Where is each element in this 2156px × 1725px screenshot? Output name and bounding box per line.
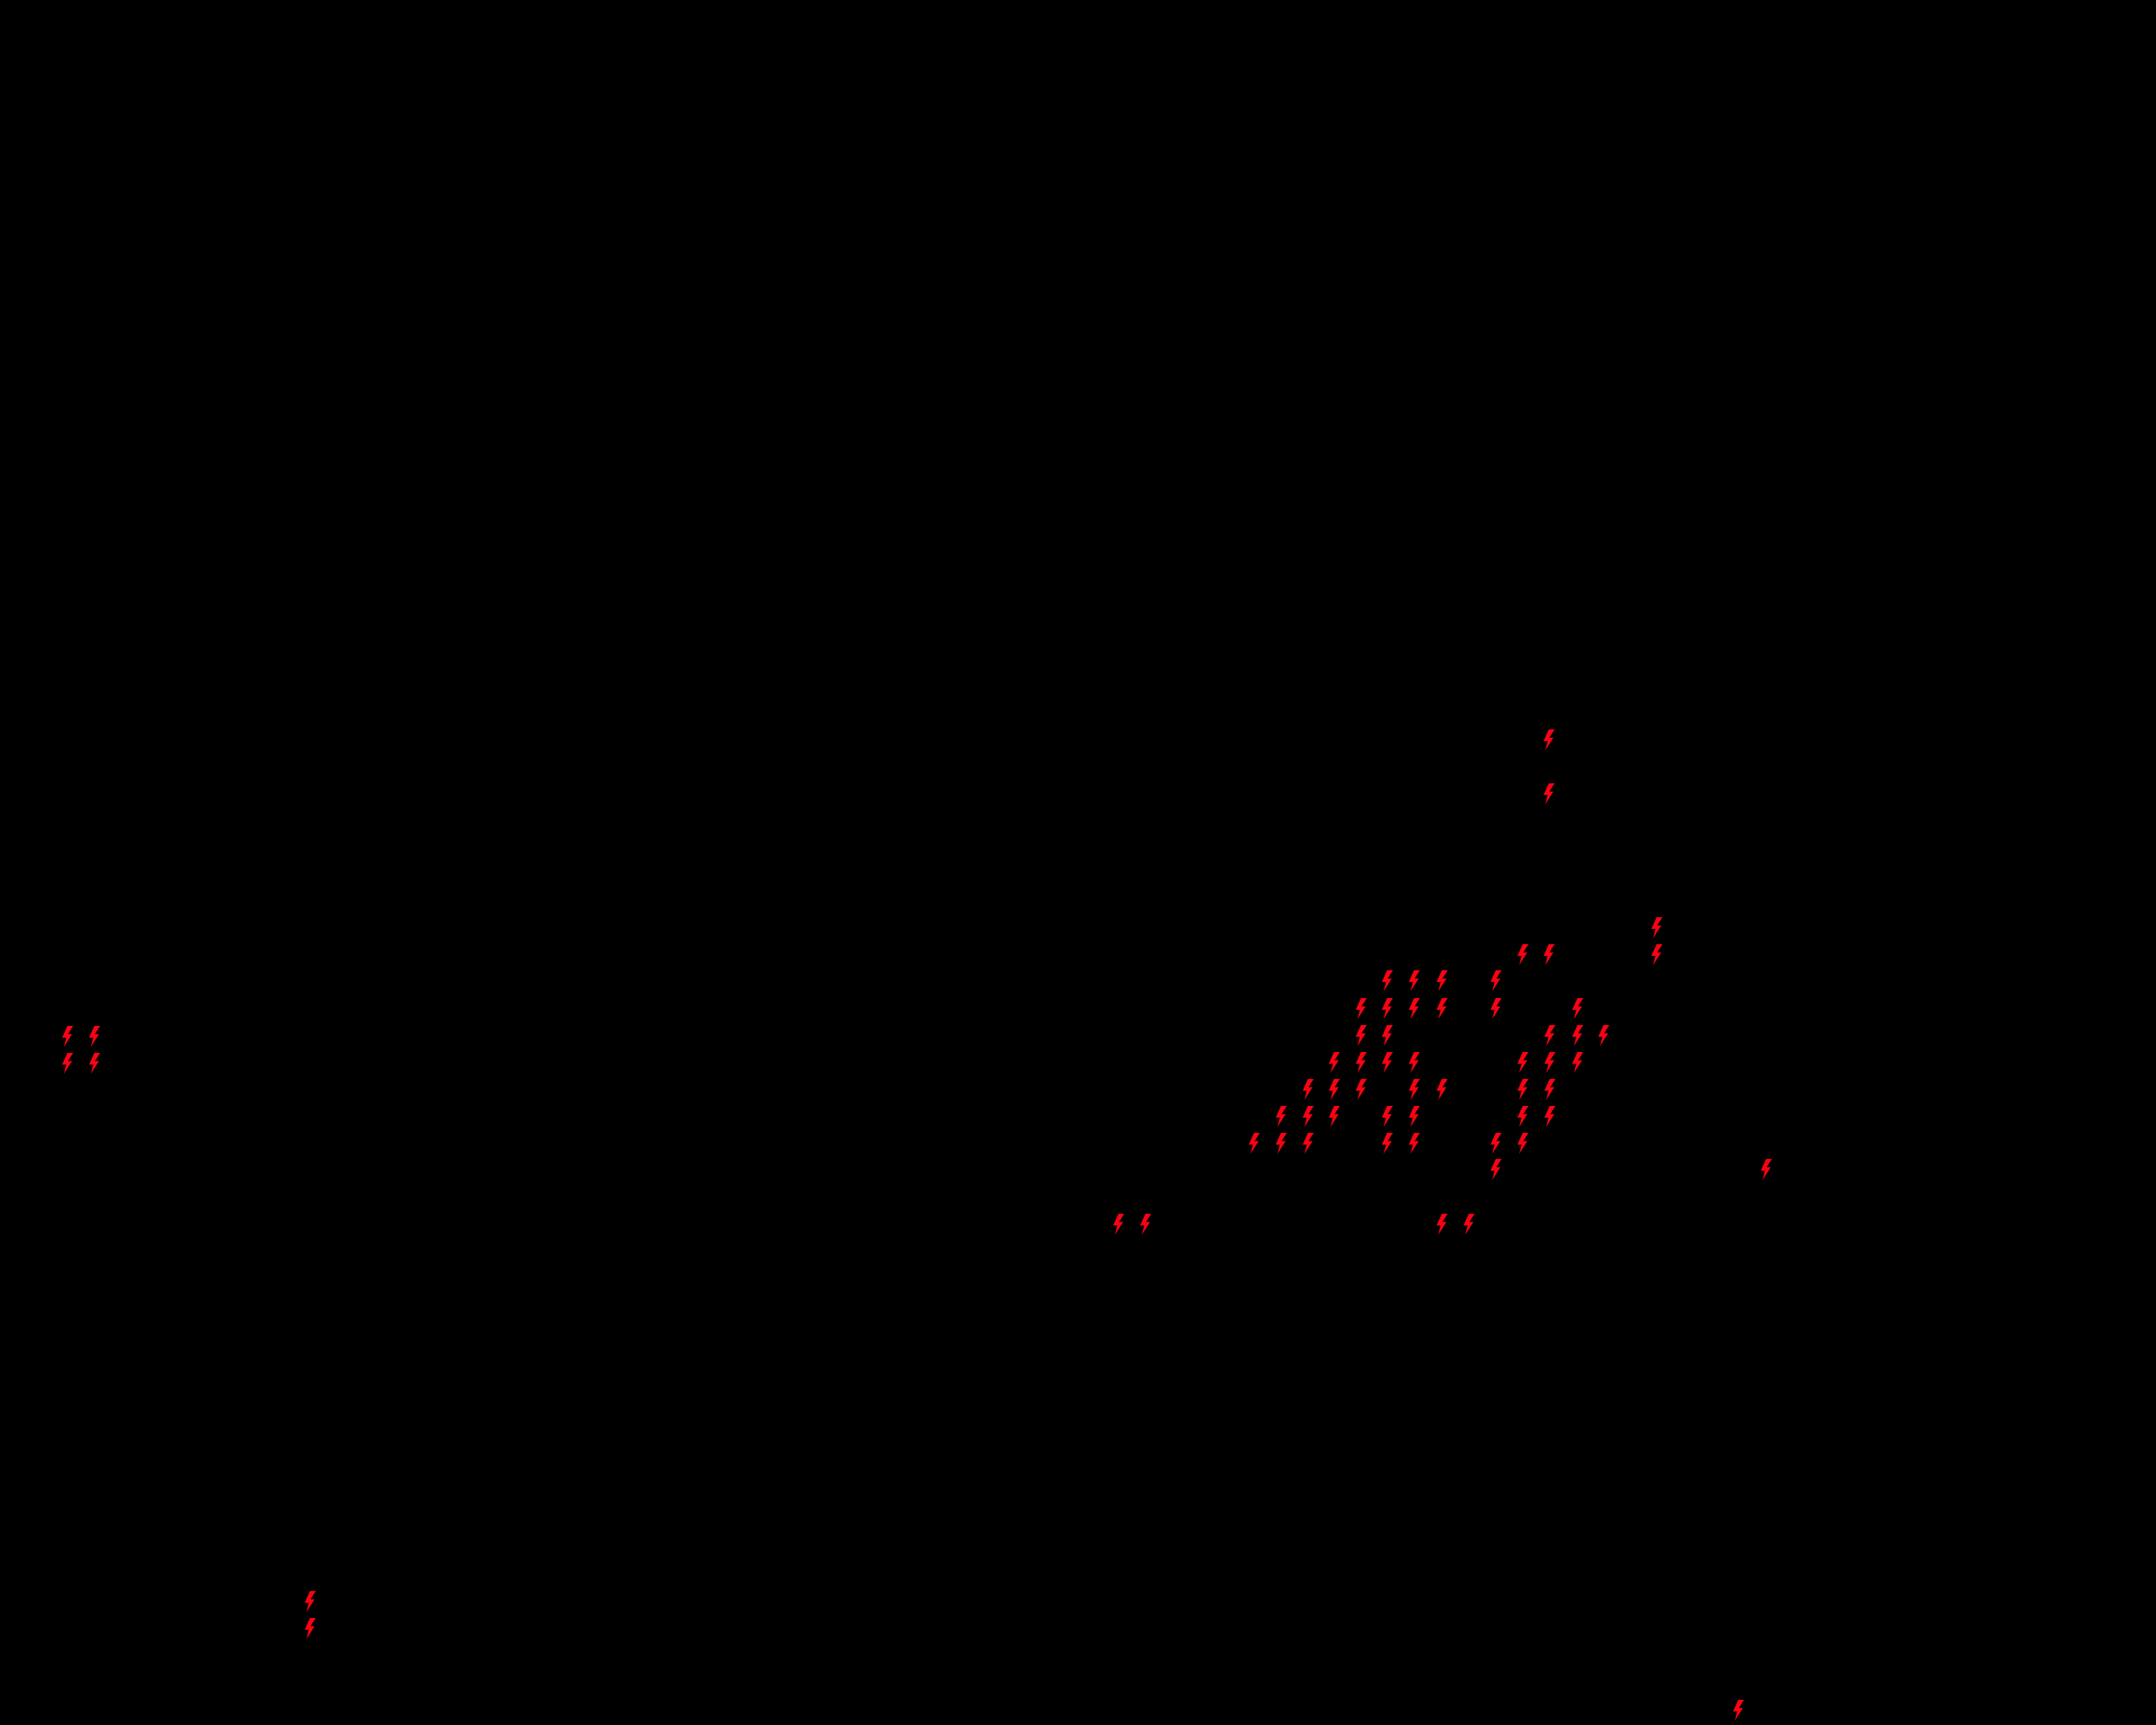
lightning-strike-icon bbox=[1732, 1699, 1744, 1721]
lightning-strike-icon bbox=[1408, 1105, 1420, 1127]
lightning-strike-icon bbox=[1490, 1132, 1502, 1154]
lightning-strike-icon bbox=[1517, 1132, 1529, 1154]
lightning-strike-icon bbox=[1328, 1105, 1340, 1127]
lightning-strike-icon bbox=[1408, 1078, 1420, 1100]
lightning-strike-icon bbox=[1544, 1078, 1556, 1100]
lightning-strike-icon bbox=[1408, 969, 1420, 991]
lightning-strike-icon bbox=[1517, 1051, 1529, 1073]
lightning-strike-icon bbox=[1302, 1078, 1314, 1100]
lightning-strike-icon bbox=[1572, 1024, 1583, 1046]
lightning-strike-icon bbox=[304, 1617, 316, 1639]
lightning-strike-icon bbox=[1381, 1024, 1393, 1046]
lightning-strike-icon bbox=[1113, 1213, 1124, 1235]
lightning-strike-icon bbox=[1463, 1213, 1475, 1235]
lightning-strike-icon bbox=[1248, 1132, 1260, 1154]
lightning-strike-icon bbox=[1651, 943, 1662, 965]
lightning-strike-icon bbox=[1302, 1105, 1314, 1127]
lightning-strike-icon bbox=[61, 1025, 73, 1047]
lightning-strike-icon bbox=[304, 1590, 316, 1612]
lightning-strike-icon bbox=[1544, 1051, 1556, 1073]
lightning-strike-icon bbox=[1408, 997, 1420, 1019]
lightning-strike-icon bbox=[1328, 1051, 1340, 1073]
lightning-strike-icon bbox=[1544, 1024, 1556, 1046]
lightning-strike-icon bbox=[1598, 1024, 1609, 1046]
lightning-strike-icon bbox=[1381, 997, 1393, 1019]
lightning-strike-icon bbox=[1408, 1132, 1420, 1154]
lightning-strike-icon bbox=[1436, 969, 1448, 991]
lightning-strike-icon bbox=[1355, 1078, 1367, 1100]
lightning-strike-icon bbox=[1517, 1105, 1529, 1127]
lightning-strike-icon bbox=[1490, 997, 1502, 1019]
lightning-strike-icon bbox=[1328, 1078, 1340, 1100]
lightning-strike-icon bbox=[1381, 1105, 1393, 1127]
lightning-strike-icon bbox=[1436, 997, 1448, 1019]
lightning-strike-icon bbox=[88, 1052, 100, 1074]
lightning-strike-icon bbox=[1544, 1105, 1556, 1127]
lightning-strike-icon bbox=[1543, 782, 1555, 804]
lightning-strike-icon bbox=[1760, 1158, 1772, 1180]
lightning-strike-icon bbox=[1381, 969, 1393, 991]
lightning-strike-icon bbox=[1302, 1132, 1314, 1154]
lightning-strike-icon bbox=[1517, 943, 1529, 965]
lightning-strike-icon bbox=[1572, 1051, 1583, 1073]
lightning-strike-icon bbox=[1572, 997, 1583, 1019]
lightning-strike-icon bbox=[1436, 1078, 1448, 1100]
lightning-strike-icon bbox=[1490, 969, 1502, 991]
lightning-strike-icon bbox=[61, 1052, 73, 1074]
lightning-strike-icon bbox=[88, 1025, 100, 1047]
lightning-strike-icon bbox=[1355, 1051, 1367, 1073]
lightning-strike-icon bbox=[1381, 1051, 1393, 1073]
lightning-strike-icon bbox=[1651, 916, 1662, 938]
lightning-strike-icon bbox=[1543, 729, 1555, 750]
lightning-strike-icon bbox=[1381, 1132, 1393, 1154]
lightning-strike-icon bbox=[1490, 1158, 1502, 1180]
lightning-strike-icon bbox=[1275, 1105, 1287, 1127]
lightning-strike-icon bbox=[1355, 997, 1367, 1019]
lightning-strike-icon bbox=[1543, 943, 1555, 965]
lightning-strike-icon bbox=[1355, 1024, 1367, 1046]
lightning-strike-icon bbox=[1139, 1213, 1151, 1235]
lightning-strike-icon bbox=[1436, 1213, 1448, 1235]
lightning-strike-icon bbox=[1408, 1051, 1420, 1073]
lightning-strike-icon bbox=[1275, 1132, 1287, 1154]
lightning-strike-icon bbox=[1517, 1078, 1529, 1100]
